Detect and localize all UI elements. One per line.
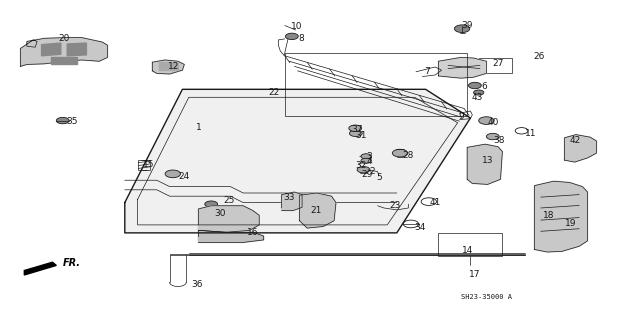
Circle shape: [454, 25, 470, 33]
Text: 27: 27: [492, 59, 504, 68]
Bar: [479, 58, 512, 73]
Text: 21: 21: [310, 206, 322, 215]
Text: 15: 15: [143, 160, 154, 169]
Text: 2: 2: [370, 167, 375, 176]
Text: 26: 26: [533, 52, 545, 61]
Text: 28: 28: [403, 151, 414, 160]
Text: 16: 16: [247, 228, 259, 237]
Circle shape: [216, 209, 229, 215]
Text: 17: 17: [469, 271, 481, 279]
Text: 7: 7: [425, 67, 430, 76]
Polygon shape: [51, 57, 77, 64]
Text: 4: 4: [367, 157, 372, 166]
Polygon shape: [20, 38, 108, 66]
Text: 12: 12: [168, 63, 180, 71]
Circle shape: [56, 117, 69, 124]
Text: 29: 29: [361, 170, 372, 179]
Polygon shape: [564, 135, 596, 162]
Circle shape: [349, 130, 362, 137]
Text: 10: 10: [291, 22, 303, 31]
Text: 20: 20: [58, 34, 70, 43]
Polygon shape: [198, 230, 264, 242]
Text: 38: 38: [493, 136, 505, 145]
Text: 9: 9: [458, 112, 463, 121]
Text: 35: 35: [66, 117, 77, 126]
Circle shape: [361, 154, 371, 159]
Polygon shape: [67, 43, 86, 56]
Polygon shape: [152, 60, 184, 74]
Polygon shape: [198, 206, 259, 232]
Circle shape: [349, 125, 362, 131]
Circle shape: [486, 133, 499, 140]
Text: 18: 18: [543, 211, 555, 220]
Text: 8: 8: [298, 34, 303, 43]
Text: 1: 1: [196, 123, 201, 132]
Polygon shape: [300, 193, 336, 228]
Text: 33: 33: [284, 193, 295, 202]
Text: 41: 41: [429, 198, 441, 207]
Polygon shape: [467, 144, 502, 184]
Text: 13: 13: [482, 156, 493, 165]
Text: SH23-35000 A: SH23-35000 A: [461, 294, 512, 300]
Polygon shape: [125, 89, 470, 233]
Text: 11: 11: [525, 130, 537, 138]
Circle shape: [392, 149, 408, 157]
Text: 19: 19: [565, 219, 577, 228]
Bar: [285, 53, 467, 116]
Text: 36: 36: [191, 280, 203, 289]
Polygon shape: [534, 181, 588, 252]
Text: 3: 3: [367, 152, 372, 161]
Text: 37: 37: [351, 125, 363, 134]
Circle shape: [474, 90, 484, 95]
Text: 30: 30: [214, 209, 226, 218]
Text: FR.: FR.: [63, 258, 81, 268]
Polygon shape: [282, 192, 302, 211]
Text: 24: 24: [179, 172, 190, 181]
Polygon shape: [24, 262, 56, 275]
Polygon shape: [438, 57, 486, 78]
Text: 39: 39: [461, 21, 473, 30]
Text: 25: 25: [223, 196, 235, 205]
Text: 40: 40: [487, 118, 499, 127]
Text: 14: 14: [461, 246, 473, 255]
Polygon shape: [159, 62, 178, 70]
Circle shape: [361, 158, 371, 163]
Polygon shape: [42, 43, 61, 56]
Text: 31: 31: [355, 131, 367, 140]
Text: 34: 34: [414, 223, 426, 232]
Text: 32: 32: [355, 161, 367, 170]
Text: 23: 23: [390, 201, 401, 210]
Bar: [138, 160, 150, 170]
Text: 43: 43: [471, 93, 483, 102]
Text: 42: 42: [569, 137, 580, 145]
Text: 6: 6: [481, 82, 486, 91]
Circle shape: [285, 33, 298, 40]
Text: 22: 22: [268, 88, 280, 97]
Circle shape: [468, 82, 481, 89]
Circle shape: [205, 201, 218, 207]
Bar: [438, 233, 502, 256]
Text: 5: 5: [376, 173, 381, 182]
Circle shape: [357, 167, 370, 173]
Circle shape: [165, 170, 180, 178]
Circle shape: [479, 117, 494, 124]
